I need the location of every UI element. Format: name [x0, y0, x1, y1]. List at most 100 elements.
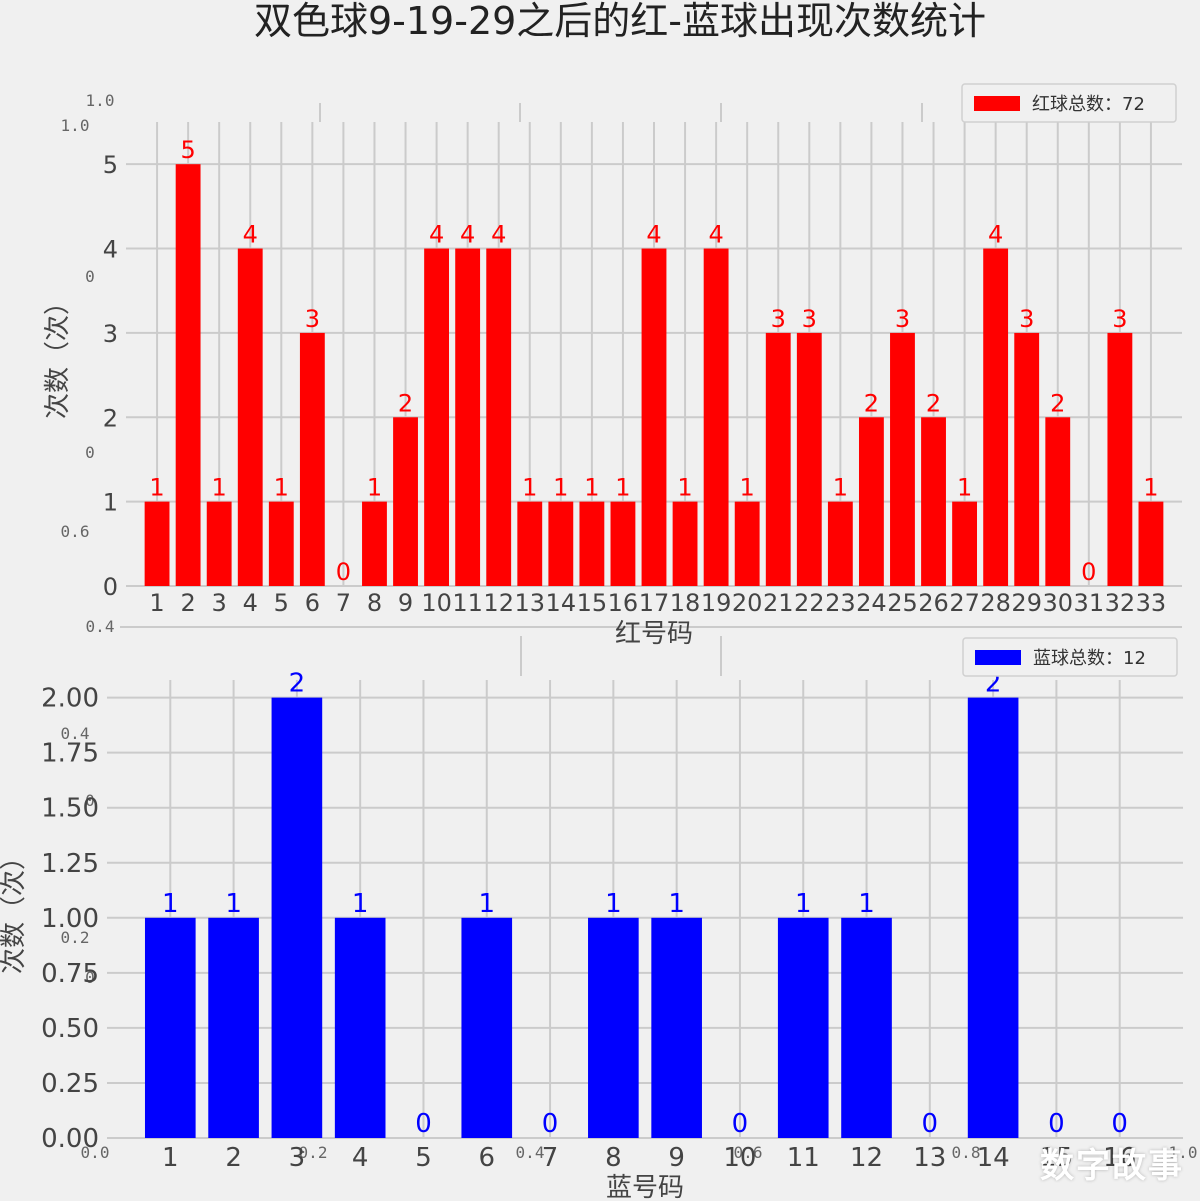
legend-swatch: [974, 96, 1020, 111]
bar: [827, 501, 853, 586]
bar: [890, 332, 915, 586]
bar: [517, 501, 543, 586]
bar-value-label: 0: [922, 1109, 939, 1139]
y-tick-label: 5: [103, 151, 118, 179]
bar: [921, 417, 946, 586]
legend-label: 蓝球总数：12: [1033, 648, 1146, 669]
bar: [268, 501, 294, 586]
bar: [144, 501, 170, 586]
ghost-tick-label: 0: [85, 267, 95, 286]
ghost-tick-label: 0: [85, 791, 95, 810]
watermark: 数字故事: [1040, 1146, 1184, 1186]
y-tick-label: 0.50: [41, 1014, 99, 1044]
y-tick-label: 1: [103, 489, 118, 517]
bar-value-label: 1: [1143, 474, 1158, 502]
y-tick-label: 0.25: [41, 1069, 99, 1099]
bar: [237, 248, 263, 586]
x-tick-label: 5: [415, 1143, 432, 1173]
x-tick-label: 28: [980, 589, 1011, 617]
bar-value-label: 3: [895, 305, 910, 333]
legend-box: [962, 637, 1178, 677]
bar: [703, 248, 729, 586]
y-tick-label: 0.75: [41, 959, 99, 989]
bar-value-label: 0: [1048, 1109, 1065, 1139]
x-tick-label: 2: [180, 589, 195, 617]
x-tick-label: 6: [478, 1143, 495, 1173]
x-tick-label: 10: [421, 589, 452, 617]
y-tick-label: 1.75: [41, 739, 99, 769]
bar-value-label: 1: [553, 474, 568, 502]
bar: [1107, 332, 1133, 586]
bar-value-label: 3: [802, 305, 817, 333]
bar: [461, 917, 513, 1138]
x-tick-label: 30: [1042, 589, 1073, 617]
ghost-tick-label: 0.0: [81, 1143, 110, 1162]
bar: [1045, 417, 1071, 586]
bar: [299, 332, 325, 586]
bar-value-label: 4: [243, 221, 258, 249]
bar-value-label: 1: [605, 889, 622, 919]
ghost-tick-label: 1.0: [86, 91, 115, 110]
bar-value-label: 2: [926, 389, 941, 417]
bar-value-label: 0: [415, 1109, 432, 1139]
bar-value-label: 4: [460, 221, 475, 249]
ghost-tick-label: 0: [85, 968, 95, 987]
ghost-tick-label: 0.4: [61, 724, 90, 743]
y-tick-label: 1.25: [41, 849, 99, 879]
bar-value-label: 0: [1081, 558, 1096, 586]
bar: [548, 501, 574, 586]
bar-value-label: 0: [336, 558, 351, 586]
bar: [206, 501, 232, 586]
bar-value-label: 0: [542, 1109, 559, 1139]
ghost-tick-label: 0.6: [61, 522, 90, 541]
bar-value-label: 1: [522, 474, 537, 502]
bar-value-label: 1: [795, 889, 812, 919]
y-tick-label: 1.50: [41, 794, 99, 824]
bar: [967, 697, 1019, 1138]
x-tick-label: 6: [305, 589, 320, 617]
bar: [455, 248, 481, 586]
bar: [144, 917, 196, 1138]
bar-value-label: 4: [988, 221, 1003, 249]
bar-value-label: 1: [615, 474, 630, 502]
x-tick-label: 27: [949, 589, 980, 617]
ghost-tick-label: 1.0: [1169, 1143, 1198, 1162]
bar-value-label: 2: [1050, 389, 1065, 417]
bar-value-label: 1: [833, 474, 848, 502]
bar-value-label: 1: [352, 889, 369, 919]
bar: [672, 501, 698, 586]
figure-title: 双色球9-19-29之后的红-蓝球出现次数统计: [254, 0, 986, 43]
y-tick-label: 3: [103, 320, 118, 348]
x-tick-label: 9: [668, 1143, 685, 1173]
x-tick-label: 10: [723, 1143, 756, 1173]
x-tick-label: 13: [514, 589, 545, 617]
background-axes: 1.0 1.0 0 0 0.6 0.4 0.4 0 0.2 0 0.0 0.2 0.4 0.6 0.8 1.0: [61, 91, 1198, 1162]
legend: 蓝球总数：12: [962, 637, 1178, 677]
x-tick-label: 13: [913, 1143, 946, 1173]
bar: [271, 697, 323, 1138]
bar: [1014, 332, 1040, 586]
bar-value-label: 1: [162, 889, 179, 919]
y-tick-label: 0.00: [41, 1124, 99, 1154]
bar-value-label: 2: [864, 389, 879, 417]
bar: [651, 917, 702, 1138]
bar: [796, 332, 822, 586]
x-tick-label: 11: [787, 1143, 820, 1173]
bar-value-label: 2: [289, 669, 306, 699]
bar: [362, 501, 387, 586]
bar: [777, 917, 829, 1138]
x-tick-label: 20: [732, 589, 763, 617]
bar: [1138, 501, 1164, 586]
bar-value-label: 3: [771, 305, 786, 333]
x-axis-label: 红号码: [615, 619, 693, 649]
bar-value-label: 3: [305, 305, 320, 333]
x-tick-label: 18: [670, 589, 701, 617]
y-axis-label: 次数（次）: [43, 289, 73, 419]
y-tick-label: 1.00: [41, 904, 99, 934]
x-tick-label: 26: [918, 589, 949, 617]
y-tick-label: 2.00: [41, 684, 99, 714]
bar: [952, 501, 978, 586]
x-tick-label: 25: [887, 589, 918, 617]
bar-value-label: 2: [398, 389, 413, 417]
ghost-tick-label: 0: [85, 443, 95, 462]
